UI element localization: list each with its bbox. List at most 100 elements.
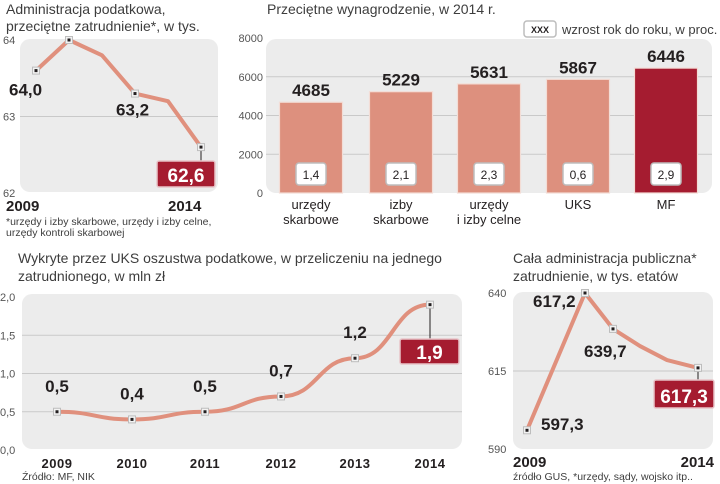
legend-label: wzrost rok do roku, w proc. [561,22,717,37]
x-tick-label: 2014 [415,456,446,471]
growth-badge-label: 2,9 [658,168,675,182]
data-point-dot [583,291,587,295]
chart-uks-fraud: Wykryte przez UKS oszustwa podatkowe, w … [0,250,462,483]
data-value-label: 597,3 [541,415,584,434]
chart-title-line-2: zatrudnienie, w tys. etatów [513,268,679,284]
growth-badge-label: 1,4 [303,168,320,182]
y-axis-ticks: 8000 6000 4000 2000 0 [239,33,263,200]
data-value-label: 1,2 [343,323,367,342]
category-label: urzędy [291,197,331,212]
chart-title-line-2: zatrudnionego, w mln zł [18,268,166,284]
y-axis-ticks: 64 63 62 [3,35,15,200]
y-tick-label: 64 [3,35,15,47]
bar-value-label: 6446 [647,47,685,66]
data-point-dot [133,92,137,96]
highlight-value-box [653,379,715,409]
y-tick-label: 2,0 [0,292,15,304]
x-tick-label: 2013 [340,456,371,471]
category-label: urzędy [469,197,509,212]
plot-panel [22,294,462,449]
data-value-label: 639,7 [584,342,627,361]
y-tick-label: 0 [257,188,263,200]
y-tick-label: 62 [3,188,15,200]
chart-average-salary: Przeciętne wynagrodzenie, w 2014 r. XXX … [239,1,718,227]
category-label: MF [657,197,676,212]
data-point-dot [279,394,283,398]
data-value-label: 63,2 [116,101,149,120]
series-path [525,291,699,432]
bar-value-label: 4685 [292,81,330,100]
chart-tax-admin-employment: Administracja podatkowa, przeciętne zatr… [3,1,218,239]
data-value-label: 0,5 [45,377,69,396]
chart-title-line-2: przeciętne zatrudnienie*, w tys. [6,18,200,34]
data-point-dot [611,327,615,331]
category-label: i izby celne [457,212,521,227]
y-tick-label: 2000 [239,149,263,161]
data-value-label: 617,2 [533,292,576,311]
bars: 46851,4urzędyskarbowe52292,1izbyskarbowe… [278,47,699,227]
data-point-dot [428,303,432,307]
growth-badge [650,162,682,186]
highlight-value-label: 1,9 [416,343,442,364]
source-note: Źródło: MF, NIK [22,470,95,483]
x-tick-label-start: 2009 [6,198,39,215]
y-axis-ticks: 640 615 590 [488,288,506,456]
y-tick-label: 590 [488,444,506,456]
bar-value-label: 5867 [559,58,597,77]
category-label: skarbowe [373,212,429,227]
data-point-dot [525,428,529,432]
y-tick-label: 0,5 [0,407,15,419]
data-point-dot [34,69,38,73]
series-path [34,38,203,149]
chart-title-line-1: Wykryte przez UKS oszustwa podatkowe, w … [18,250,442,266]
y-tick-label: 8000 [239,33,263,45]
data-value-label: 64,0 [9,81,42,100]
data-value-label: 0,4 [120,384,144,403]
y-tick-label: 0,0 [0,445,15,457]
x-tick-label-end: 2014 [168,198,202,215]
category-label: skarbowe [283,212,339,227]
growth-badge [295,162,327,186]
series-line: 64,0 63,2 62,6 [9,36,216,188]
growth-badge [473,162,505,186]
y-tick-label: 1,5 [0,330,15,342]
growth-badge-label: 0,6 [570,168,587,182]
growth-badge-label: 2,1 [393,168,410,182]
highlight-value-box [156,160,216,188]
growth-badge [562,162,594,186]
x-axis-ticks: 2009 2010 2011 2012 2013 2014 [42,456,446,471]
data-value-label: 0,5 [193,377,217,396]
highlight-value-label: 62,6 [168,166,205,187]
growth-badge-label: 2,3 [481,168,498,182]
data-point-dot [67,38,71,42]
data-point-dot [353,356,357,360]
category-label: UKS [565,197,592,212]
x-tick-label: 2009 [42,456,73,471]
data-point-dot [130,417,134,421]
category-label: izby [389,197,413,212]
legend-swatch-text: XXX [531,25,549,35]
data-value-label: 0,7 [269,361,293,380]
highlight-value-box [399,338,460,365]
y-tick-label: 6000 [239,72,263,84]
legend-swatch [523,20,557,38]
x-tick-label: 2012 [266,456,297,471]
series-path [56,302,431,422]
y-tick-label: 4000 [239,111,263,123]
highlight-value-label: 617,3 [660,387,708,408]
y-tick-label: 63 [3,112,15,124]
growth-badge [385,162,417,186]
y-tick-label: 640 [488,288,506,300]
bar-value-label: 5229 [382,71,420,90]
y-axis-ticks: 2,0 1,5 1,0 0,5 0,0 [0,292,15,457]
bar-value-label: 5631 [470,63,508,82]
x-tick-label-end: 2014 [681,454,715,471]
y-tick-label: 615 [488,366,506,378]
plot-panel [20,39,218,192]
y-tick-label: 1,0 [0,369,15,381]
data-point-dot [55,410,59,414]
data-point-dot [203,410,207,414]
chart-public-admin-employment: Cała administracja publiczna* zatrudnien… [488,250,715,483]
chart-title: Przeciętne wynagrodzenie, w 2014 r. [267,1,496,17]
